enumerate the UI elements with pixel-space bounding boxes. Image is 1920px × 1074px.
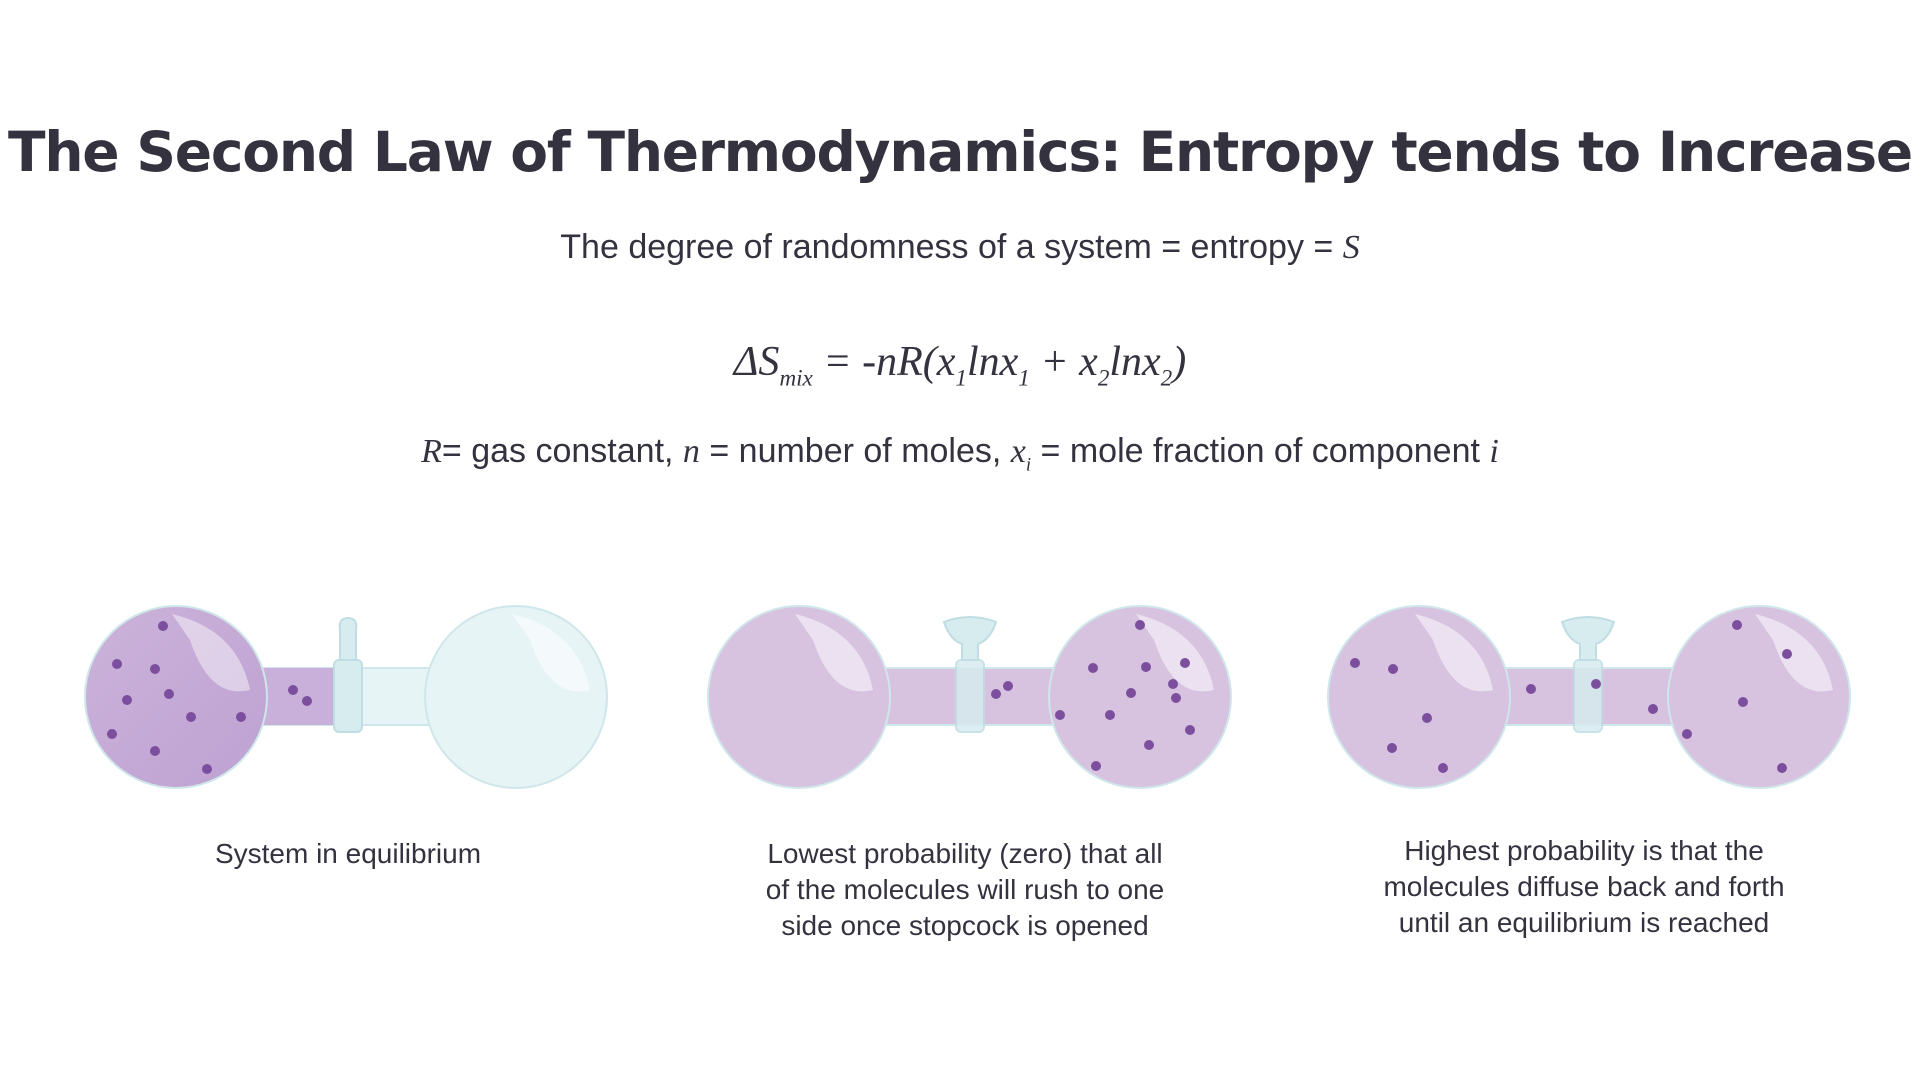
legend-n-text: = number of moles, [699,432,1011,470]
mixing-entropy-formula: ΔSmix = -nR(x1lnx1 + x2lnx2) [0,338,1920,389]
legend-n-symbol: n [682,433,700,470]
caption-line: side once stopcock is opened [781,910,1149,941]
caption-line: until an equilibrium is reached [1398,907,1770,938]
panel-lowest-probability-flasks [707,605,1232,789]
left-flask [707,605,891,789]
entropy-symbol: S [1342,229,1360,266]
stopcock-handle [338,616,358,661]
entropy-definition-text: The degree of randomness of a system = e… [560,228,1343,266]
legend-x-subscript: i [1025,454,1032,476]
formula-sub-2: 1 [1018,364,1030,391]
legend-x-text: = mole fraction of component [1031,432,1490,470]
left-flask [84,605,268,789]
formula-ln-2: lnx [1109,339,1161,385]
left-flask [1327,605,1511,789]
right-flask [1667,605,1851,789]
caption-highest-probability: Highest probability is that the molecule… [1324,833,1844,941]
formula-plus: + x [1029,339,1098,385]
panel-equilibrium-flasks [84,605,608,789]
stopcock-handle [1560,616,1616,661]
panel-highest-probability-flasks [1327,605,1851,789]
symbol-legend: R= gas constant, n = number of moles, xi… [0,432,1920,474]
flask-highlight [1415,614,1493,692]
legend-x-symbol: x [1010,433,1026,470]
caption-equilibrium: System in equilibrium [88,836,608,872]
entropy-definition: The degree of randomness of a system = e… [0,228,1920,267]
right-flask [424,605,608,789]
caption-line: molecules diffuse back and forth [1383,871,1785,902]
flask-highlight [172,614,250,692]
stopcock-open [955,659,985,733]
caption-line: of the molecules will rush to one [765,874,1165,905]
legend-r-symbol: R [421,433,442,470]
stopcock-open [1573,659,1603,733]
caption-line: Lowest probability (zero) that all [767,838,1163,869]
stopcock-closed [333,659,363,733]
formula-sub-4: 2 [1160,364,1173,391]
legend-i-symbol: i [1489,433,1499,470]
molecules [991,620,1195,771]
flask-highlight [795,614,873,692]
flask-highlight [1136,614,1214,692]
caption-line: System in equilibrium [214,838,482,869]
legend-r-text: = gas constant, [441,432,683,470]
formula-rhs-start: = -nR(x [812,339,956,385]
caption-lowest-probability: Lowest probability (zero) that all of th… [705,836,1225,944]
formula-sub-3: 2 [1097,364,1110,391]
molecules [1350,620,1792,773]
formula-ln-1: lnx [966,339,1019,385]
molecules [107,621,312,774]
formula-delta-s: ΔS [733,339,780,385]
tube-gas [260,668,340,725]
formula-close: ) [1172,339,1187,385]
formula-mix-subscript: mix [779,364,813,391]
caption-line: Highest probability is that the [1404,835,1764,866]
formula-sub-1: 1 [955,364,967,391]
flask-highlight [512,614,590,692]
right-flask [1048,605,1232,789]
flask-highlight [1755,614,1833,692]
page-title: The Second Law of Thermodynamics: Entrop… [8,120,1913,184]
stopcock-handle [942,616,998,661]
